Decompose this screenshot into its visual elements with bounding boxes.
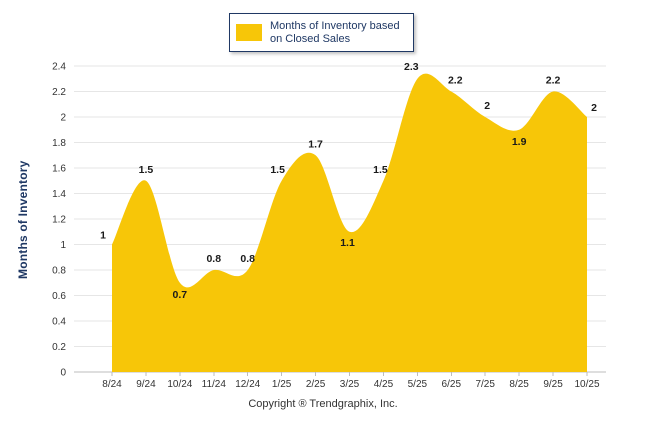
data-point-label: 2	[484, 100, 490, 112]
y-axis-tick-label: 1	[60, 240, 66, 251]
data-point-label: 2.3	[404, 61, 419, 73]
data-point-label: 1.5	[270, 164, 285, 176]
y-axis-tick-label: 1.2	[52, 215, 66, 226]
x-axis-tick-label: 12/24	[235, 379, 260, 390]
y-axis-title: Months of Inventory	[16, 160, 30, 280]
y-axis-tick-label: 0.6	[52, 291, 66, 302]
y-axis-tick-label: 2.2	[52, 87, 66, 98]
data-point-label: 1.9	[512, 136, 527, 148]
y-axis-tick-label: 2.4	[52, 62, 66, 73]
data-point-label: 1.7	[308, 138, 323, 150]
x-axis-tick-label: 10/25	[574, 379, 599, 390]
data-point-label: 2	[591, 102, 597, 114]
x-axis-tick-label: 2/25	[306, 379, 326, 390]
chart-legend[interactable]: Months of Inventory based on Closed Sale…	[229, 13, 414, 52]
data-point-label: 0.8	[240, 253, 255, 265]
data-point-label: 0.7	[173, 289, 188, 301]
data-point-label: 1.1	[340, 237, 355, 249]
data-point-label: 2.2	[546, 75, 561, 87]
y-axis-tick-label: 1.8	[52, 138, 66, 149]
x-axis-tick-label: 3/25	[340, 379, 360, 390]
data-point-label: 1.5	[373, 164, 388, 176]
legend-color-swatch	[236, 24, 262, 41]
x-axis-tick-label: 6/25	[442, 379, 462, 390]
data-point-label: 1	[100, 230, 106, 242]
legend-label: Months of Inventory based on Closed Sale…	[270, 19, 400, 45]
x-axis-tick-label: 9/25	[543, 379, 563, 390]
y-axis-tick-label: 0.4	[52, 317, 66, 328]
x-axis-tick-label: 1/25	[272, 379, 292, 390]
data-point-label: 2.2	[448, 75, 463, 87]
x-axis-tick-label: 11/24	[202, 379, 227, 390]
area-series-months-of-inventory	[112, 73, 587, 373]
y-axis-tick-label: 0.2	[52, 342, 66, 353]
copyright-notice: Copyright ® Trendgraphix, Inc.	[248, 398, 398, 410]
y-axis-tick-label: 2	[60, 113, 66, 124]
x-axis-tick-label: 8/24	[102, 379, 122, 390]
data-point-label: 1.5	[139, 164, 154, 176]
data-point-label: 0.8	[206, 253, 221, 265]
y-axis-tick-label: 0.8	[52, 266, 66, 277]
x-axis-tick-label: 9/24	[136, 379, 156, 390]
x-axis-tick-label: 4/25	[374, 379, 394, 390]
x-axis-tick-label: 7/25	[475, 379, 495, 390]
y-axis-tick-label: 1.6	[52, 164, 66, 175]
x-axis-tick-label: 5/25	[408, 379, 428, 390]
y-axis-tick-label: 1.4	[52, 189, 66, 200]
x-axis-tick-label: 8/25	[509, 379, 529, 390]
y-axis-tick-label: 0	[60, 368, 66, 379]
x-axis-tick-label: 10/24	[167, 379, 192, 390]
